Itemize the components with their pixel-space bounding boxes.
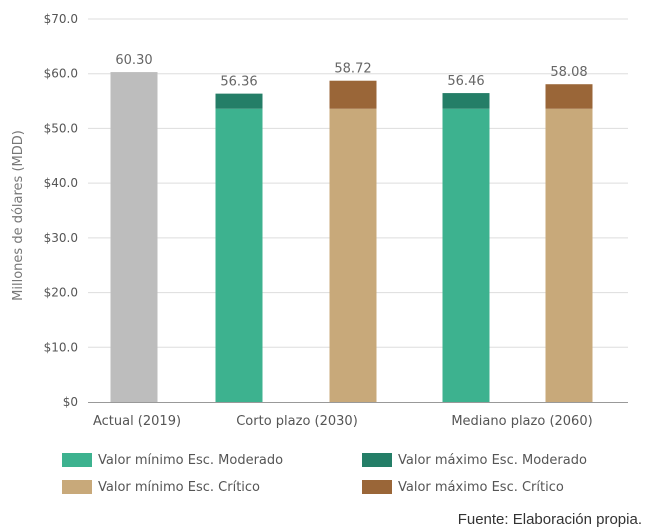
legend-swatch-min-critico xyxy=(62,480,92,494)
bar-segment-actual xyxy=(110,72,158,402)
source-note: Fuente: Elaboración propia. xyxy=(457,511,642,528)
legend-swatch-max-critico xyxy=(362,480,392,494)
y-axis-label: Millones de dólares (MDD) xyxy=(11,130,26,301)
y-tick-label: $70.0 xyxy=(44,12,78,26)
data-label: 58.72 xyxy=(334,62,371,77)
x-tick-label: Actual (2019) xyxy=(93,414,181,429)
legend-label-min-critico: Valor mínimo Esc. Crítico xyxy=(98,479,261,495)
bar-segment-max-critico xyxy=(545,84,593,109)
bar-segment-max-critico xyxy=(329,80,377,109)
bar-chart: $0 $10.0 $20.0 $30.0 $40.0 $50.0 $60.0 $70.0 Mil… xyxy=(11,12,628,429)
data-label: 56.36 xyxy=(220,75,257,90)
legend-item-min-moderado: Valor mínimo Esc. Moderado xyxy=(62,452,362,468)
y-tick-label: $30.0 xyxy=(44,231,78,245)
y-tick-label: $0 xyxy=(63,395,78,409)
y-tick-label: $50.0 xyxy=(44,121,78,135)
y-tick-label: $40.0 xyxy=(44,176,78,190)
legend-label-max-critico: Valor máximo Esc. Crítico xyxy=(398,479,564,495)
chart-legend: Valor mínimo Esc. Moderado Valor máximo … xyxy=(62,452,632,495)
legend-swatch-max-moderado xyxy=(362,453,392,467)
x-tick-label: Mediano plazo (2060) xyxy=(451,414,592,429)
data-label: 56.46 xyxy=(447,74,484,89)
bar-segment-max-moderado xyxy=(442,93,490,109)
legend-item-max-moderado: Valor máximo Esc. Moderado xyxy=(362,452,632,468)
y-tick-label: $10.0 xyxy=(44,340,78,354)
y-tick-label: $20.0 xyxy=(44,286,78,300)
y-tick-label: $60.0 xyxy=(44,67,78,81)
data-label: 58.08 xyxy=(550,65,587,80)
legend-item-max-critico: Valor máximo Esc. Crítico xyxy=(362,479,632,495)
x-tick-label: Corto plazo (2030) xyxy=(236,414,358,429)
bar-segment-min-moderado xyxy=(442,108,490,402)
legend-label-max-moderado: Valor máximo Esc. Moderado xyxy=(398,452,587,468)
bar-segment-min-moderado xyxy=(215,108,263,402)
legend-swatch-min-moderado xyxy=(62,453,92,467)
bar-segment-min-critico xyxy=(329,108,377,402)
legend-item-min-critico: Valor mínimo Esc. Crítico xyxy=(62,479,362,495)
bar-segment-min-critico xyxy=(545,108,593,402)
bar-segment-max-moderado xyxy=(215,93,263,109)
legend-label-min-moderado: Valor mínimo Esc. Moderado xyxy=(98,452,284,468)
data-label: 60.30 xyxy=(115,53,152,68)
